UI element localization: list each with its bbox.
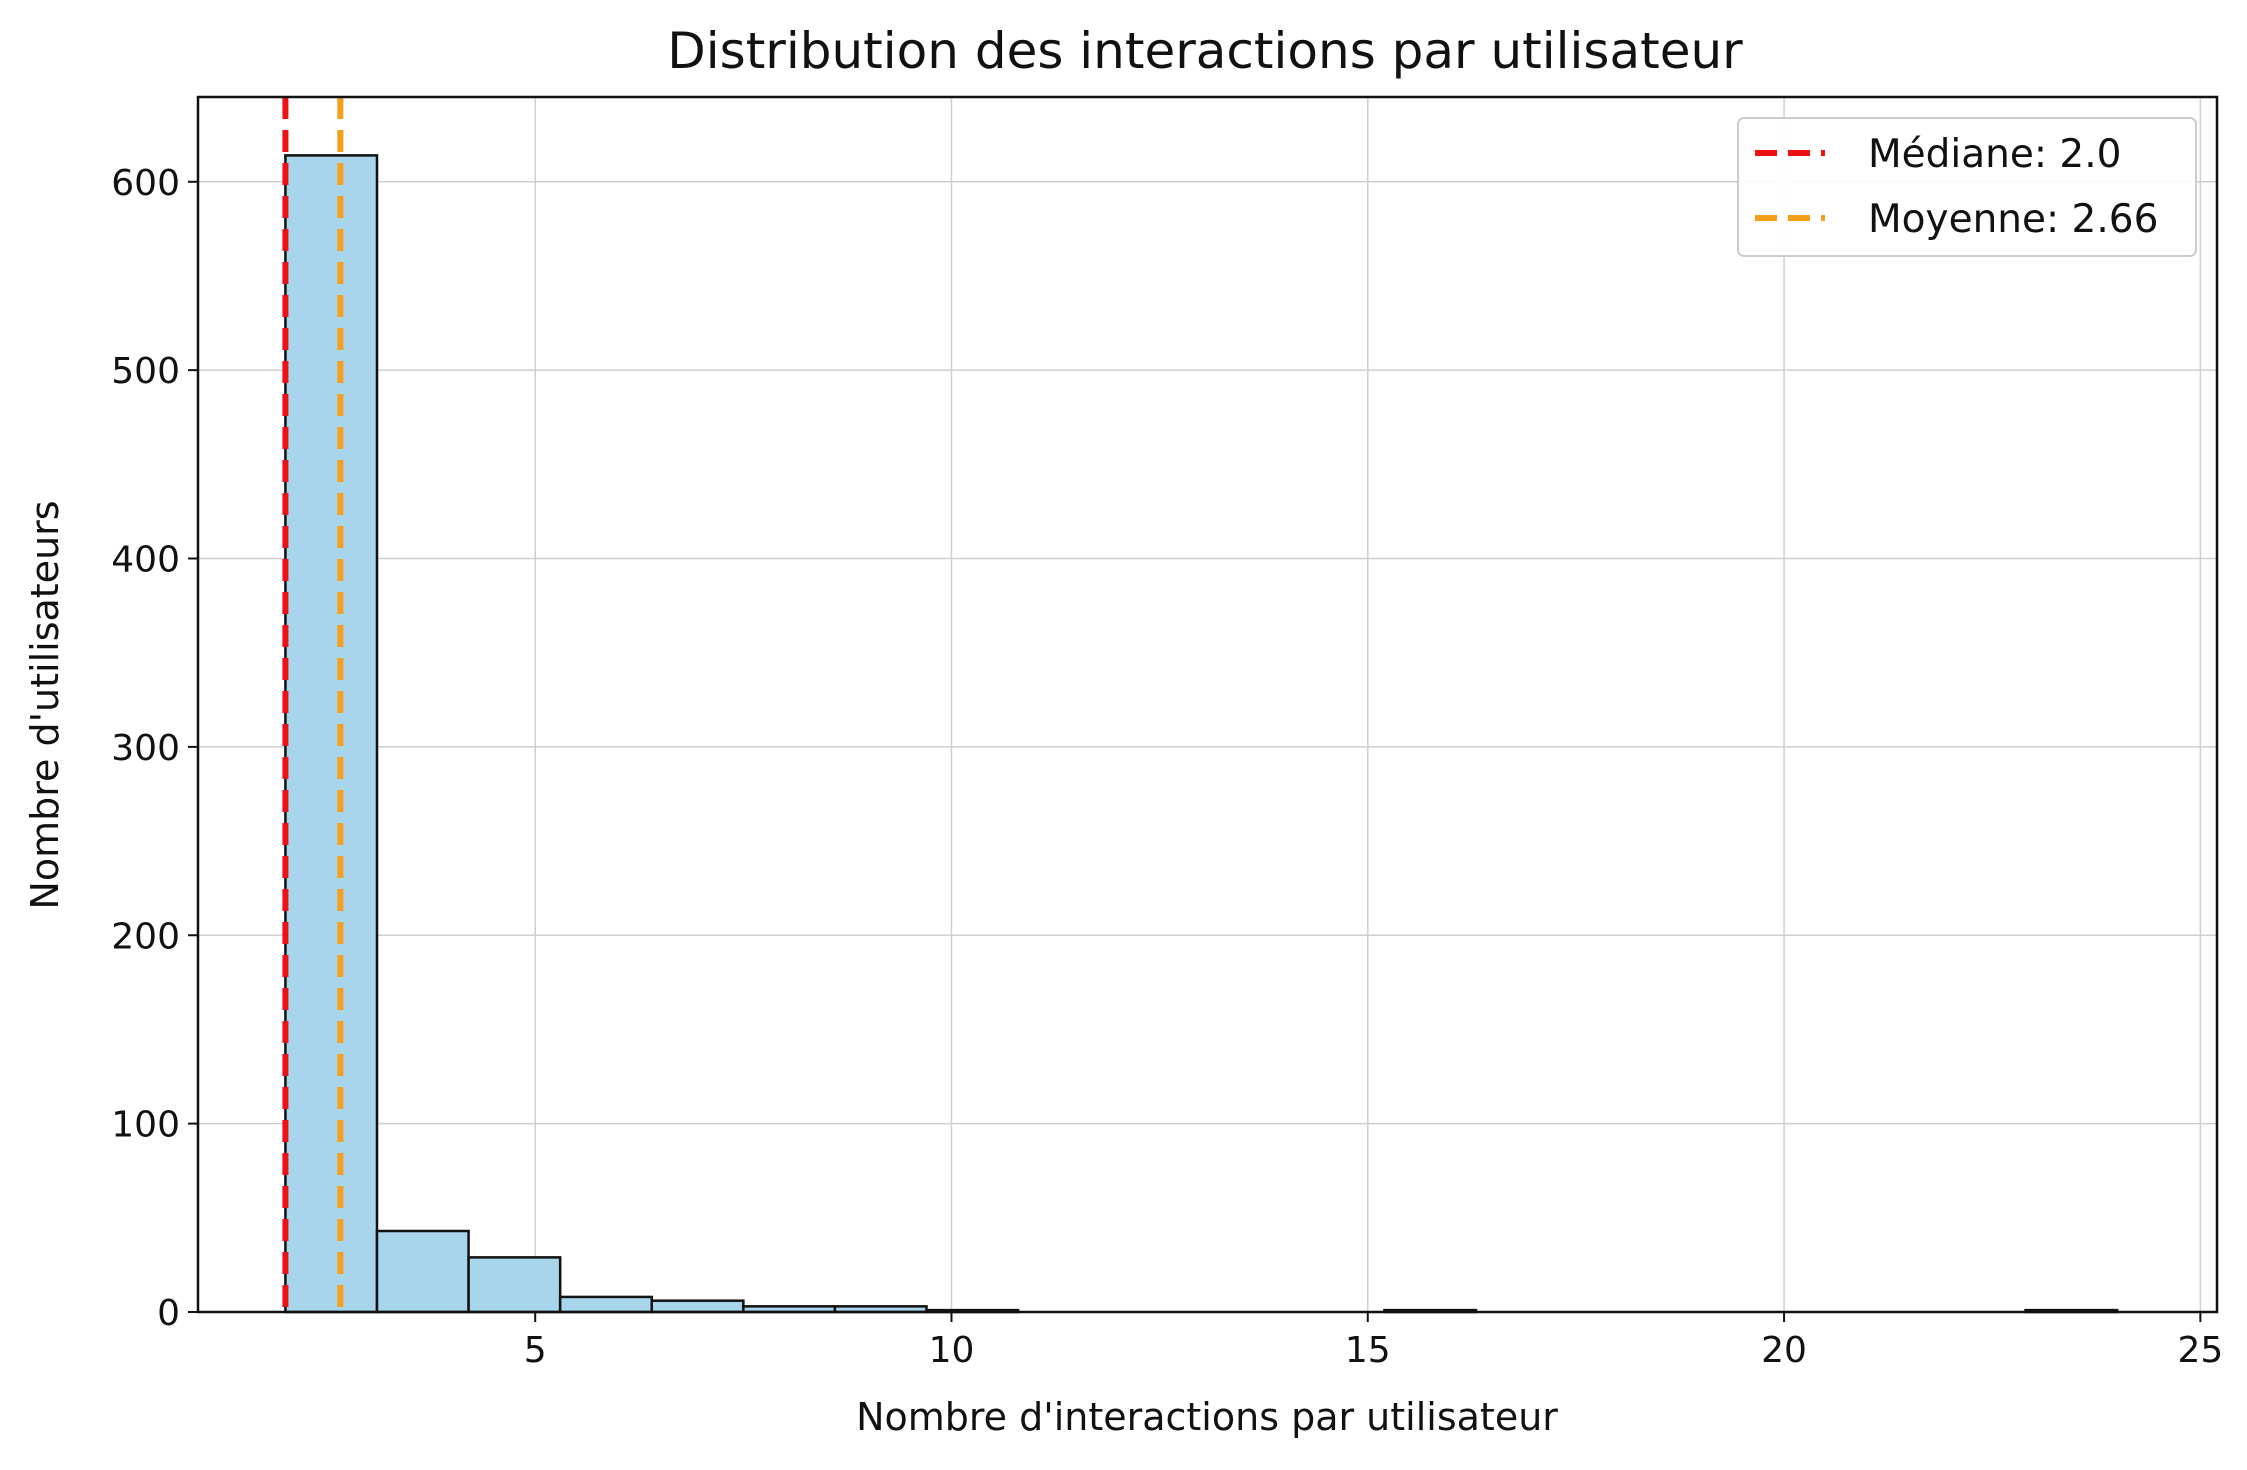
legend-label: Médiane: 2.0 — [1868, 132, 2121, 177]
legend: Médiane: 2.0 Moyenne: 2.66 — [1737, 117, 2197, 257]
x-tick-label: 15 — [1345, 1330, 1391, 1371]
y-tick-label: 300 — [111, 728, 180, 769]
y-axis-ticks: 0 100 200 300 400 500 600 — [111, 163, 198, 1334]
y-tick-label: 0 — [157, 1293, 180, 1334]
histogram-bar-5 — [650, 1299, 745, 1314]
x-tick-label: 20 — [1761, 1330, 1807, 1371]
histogram-bar-3 — [467, 1256, 562, 1314]
reference-lines — [282, 97, 344, 1312]
chart-title: Distribution des interactions par utilis… — [667, 22, 1743, 80]
x-axis-label: Nombre d'interactions par utilisateur — [856, 1395, 1558, 1439]
histogram-bar-2 — [375, 1229, 470, 1314]
y-tick-label: 600 — [111, 163, 180, 204]
plot-frame — [196, 95, 2219, 1314]
y-axis-label: Nombre d'utilisateurs — [23, 500, 67, 909]
legend-label: Moyenne: 2.66 — [1868, 197, 2158, 242]
y-tick-label: 200 — [111, 916, 180, 957]
x-tick-label: 10 — [929, 1330, 975, 1371]
legend-box — [1737, 117, 2197, 257]
histogram-bar-1 — [284, 154, 379, 1314]
x-tick-label: 25 — [2177, 1330, 2223, 1371]
y-tick-label: 400 — [111, 540, 180, 581]
histogram-bar-4 — [558, 1295, 654, 1314]
y-tick-label: 100 — [111, 1105, 180, 1146]
x-tick-label: 5 — [524, 1330, 547, 1371]
x-axis-ticks: 5 10 15 20 25 — [524, 1312, 2223, 1371]
y-tick-label: 500 — [111, 351, 180, 392]
grid — [198, 97, 2217, 1313]
